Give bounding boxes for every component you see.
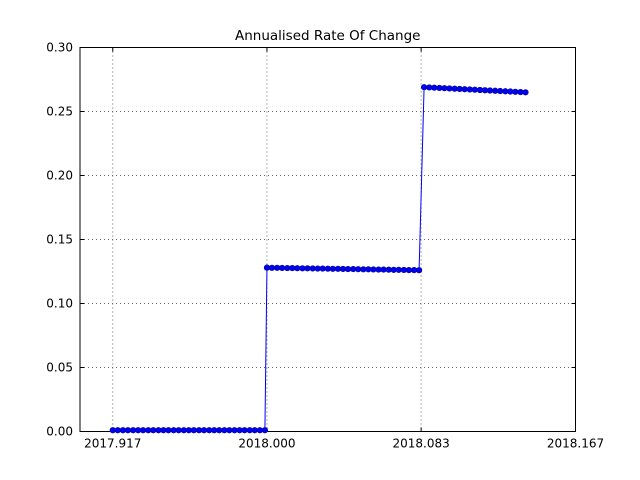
y-tick-label: 0.25 — [46, 105, 73, 119]
y-tick-label: 0.00 — [46, 425, 73, 439]
data-point — [216, 427, 223, 434]
y-tick-label: 0.10 — [46, 297, 73, 311]
data-point — [380, 266, 387, 273]
x-tick-label: 2018.167 — [547, 437, 604, 451]
y-axis-tick-labels: 0.00 0.05 0.10 0.15 0.20 0.25 0.30 — [46, 41, 73, 439]
data-point — [140, 427, 147, 434]
data-point — [370, 266, 377, 273]
y-tick-label: 0.20 — [46, 169, 73, 183]
data-point — [251, 427, 258, 434]
data-point — [200, 427, 208, 434]
data-point — [486, 87, 494, 94]
data-point — [497, 87, 504, 95]
data-point — [226, 427, 233, 434]
y-tick-label: 0.30 — [46, 41, 73, 55]
data-point — [304, 265, 311, 272]
x-tick-label: 2018.000 — [238, 437, 295, 451]
data-point — [420, 84, 428, 91]
data-point — [431, 84, 438, 91]
data-point — [175, 427, 182, 434]
chart-title: Annualised Rate Of Change — [235, 28, 420, 44]
data-point — [329, 265, 336, 272]
data-point — [355, 266, 362, 273]
data-point — [114, 427, 121, 434]
data-point — [512, 88, 519, 95]
data-point — [405, 266, 413, 274]
data-point — [165, 427, 172, 434]
data-point — [279, 264, 286, 272]
data-point — [124, 427, 132, 434]
data-point — [344, 265, 352, 273]
data-point — [395, 266, 402, 273]
data-point — [522, 89, 529, 96]
data-point — [461, 86, 468, 93]
data-point — [261, 427, 269, 434]
y-tick-label: 0.05 — [46, 361, 73, 375]
x-tick-label: 2018.083 — [392, 437, 449, 451]
data-point — [471, 86, 478, 93]
data-series — [109, 84, 529, 434]
data-point — [268, 264, 276, 271]
data-point — [150, 427, 157, 434]
data-point — [294, 265, 301, 272]
data-point — [319, 265, 326, 272]
data-point — [241, 427, 248, 434]
data-point — [446, 85, 453, 92]
data-point — [415, 267, 423, 274]
data-point — [190, 427, 197, 434]
x-tick-label: 2017.917 — [84, 437, 141, 451]
x-axis-tick-labels: 2017.917 2018.000 2018.083 2018.167 — [84, 437, 604, 451]
y-tick-label: 0.15 — [46, 233, 73, 247]
